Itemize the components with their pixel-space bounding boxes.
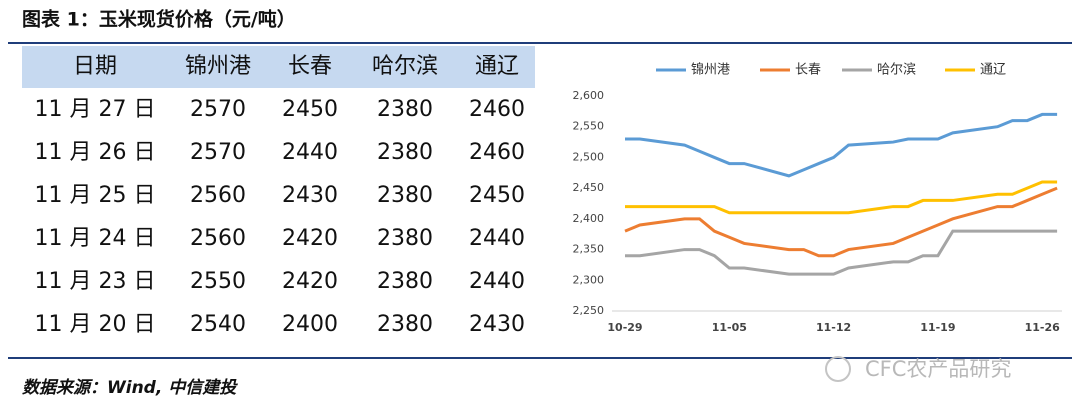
table-cell: 2540 (190, 312, 246, 337)
series-line (625, 180, 1058, 215)
table-cell: 11 月 24 日 (35, 226, 156, 251)
watermark: CFC农产品研究 (865, 357, 1011, 381)
table-cell: 11 月 20 日 (35, 312, 156, 337)
figure-title: 图表 1：玉米现货价格（元/吨） (22, 8, 296, 31)
table-cell: 2570 (190, 140, 246, 165)
x-tick-label: 11-19 (920, 321, 955, 334)
table-header: 哈尔滨 (372, 54, 438, 79)
table-cell: 2560 (190, 183, 246, 208)
table-cell: 2400 (282, 312, 338, 337)
table-header: 长春 (288, 54, 332, 79)
table-cell: 2450 (469, 183, 525, 208)
table-cell: 2380 (377, 97, 433, 122)
table-cell: 2380 (377, 183, 433, 208)
legend-label: 通辽 (980, 63, 1006, 78)
table-cell: 2570 (190, 97, 246, 122)
x-tick-label: 10-29 (607, 321, 642, 334)
legend-label: 哈尔滨 (877, 62, 916, 78)
table-cell: 2460 (469, 97, 525, 122)
x-tick-label: 11-12 (816, 321, 851, 334)
table-cell: 2380 (377, 140, 433, 165)
table-cell: 2460 (469, 140, 525, 165)
table-header: 锦州港 (185, 54, 251, 79)
table-cell: 11 月 25 日 (35, 183, 156, 208)
table-cell: 2440 (282, 140, 338, 165)
table-cell: 2380 (377, 226, 433, 251)
x-tick-label: 11-05 (712, 321, 747, 334)
y-tick-label: 2,400 (573, 212, 605, 225)
table-cell: 2430 (469, 312, 525, 337)
legend-label: 长春 (795, 63, 821, 78)
table-header: 日期 (73, 54, 117, 79)
table-cell: 2550 (190, 269, 246, 294)
series-line (625, 229, 1058, 276)
table-cell: 11 月 26 日 (35, 140, 156, 165)
y-tick-label: 2,550 (573, 120, 605, 133)
table-cell: 2420 (282, 226, 338, 251)
table-header: 通辽 (475, 54, 519, 79)
table-cell: 2380 (377, 269, 433, 294)
y-tick-label: 2,300 (573, 273, 605, 286)
table-cell: 11 月 23 日 (35, 269, 156, 294)
table-header-bg (22, 46, 535, 88)
table-cell: 2380 (377, 312, 433, 337)
table-cell: 2560 (190, 226, 246, 251)
table-cell: 2440 (469, 269, 525, 294)
y-tick-label: 2,500 (573, 150, 605, 163)
series-line (625, 112, 1058, 178)
watermark-icon (825, 356, 851, 382)
table-cell: 2450 (282, 97, 338, 122)
series-line (624, 186, 1058, 258)
table-cell: 2440 (469, 226, 525, 251)
y-tick-label: 2,450 (573, 181, 605, 194)
table-cell: 11 月 27 日 (35, 97, 156, 122)
legend-label: 锦州港 (691, 63, 730, 78)
table-cell: 2430 (282, 183, 338, 208)
y-tick-label: 2,350 (573, 243, 605, 256)
x-tick-label: 11-26 (1025, 321, 1061, 334)
table-cell: 2420 (282, 269, 338, 294)
source-note: 数据来源：Wind, 中信建投 (22, 378, 238, 398)
y-tick-label: 2,600 (573, 89, 605, 102)
y-tick-label: 2,250 (573, 304, 605, 317)
